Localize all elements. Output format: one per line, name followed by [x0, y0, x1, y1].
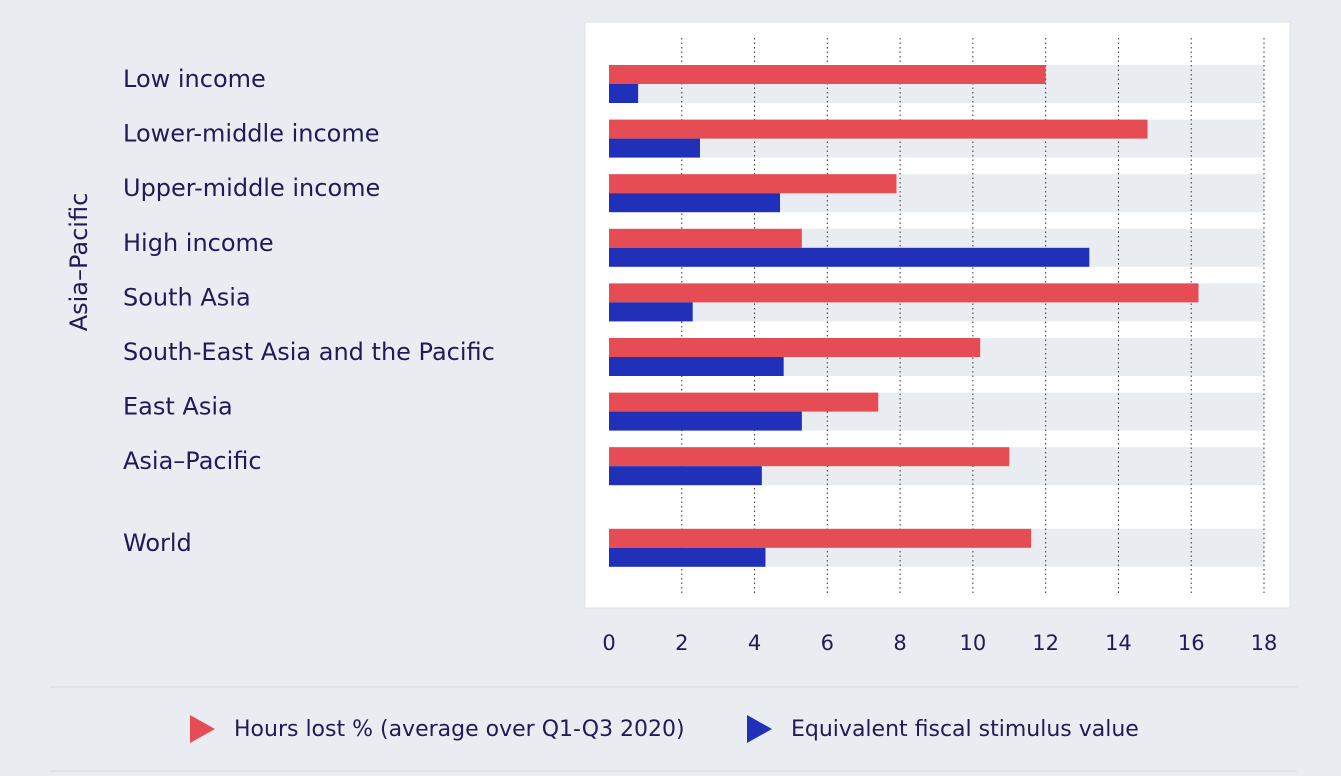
x-tick-label: 14 [1105, 631, 1132, 655]
bar [609, 193, 781, 213]
x-tick-label: 16 [1178, 631, 1205, 655]
group-label: Asia–Pacific [65, 193, 93, 332]
x-tick-label: 8 [893, 631, 906, 655]
legend-marker [747, 715, 772, 743]
bar [609, 84, 639, 103]
bar [609, 547, 766, 567]
bar [609, 466, 762, 486]
bar [609, 65, 1046, 84]
bar [609, 174, 897, 194]
category-label: High income [123, 229, 274, 257]
bar [609, 119, 1148, 139]
category-label: Low income [123, 65, 266, 93]
x-tick-label: 18 [1251, 631, 1278, 655]
category-label: Lower-middle income [123, 120, 380, 148]
x-tick-label: 4 [748, 631, 761, 655]
bar [609, 138, 700, 158]
legend-label: Hours lost % (average over Q1-Q3 2020) [234, 717, 685, 742]
bar [609, 283, 1199, 303]
bar [609, 247, 1090, 267]
bar [609, 302, 693, 322]
bar [609, 338, 981, 357]
bar [609, 447, 1010, 467]
legend-label: Equivalent fiscal stimulus value [791, 717, 1139, 742]
category-label: World [123, 529, 192, 557]
bar [609, 411, 802, 431]
legend-marker [190, 715, 215, 743]
x-tick-label: 2 [675, 631, 688, 655]
category-label: Asia–Pacific [123, 447, 262, 475]
category-label: East Asia [123, 393, 233, 421]
x-tick-label: 12 [1032, 631, 1059, 655]
x-tick-label: 6 [821, 631, 834, 655]
bar [609, 357, 784, 376]
bar [609, 228, 802, 248]
category-label: Upper-middle income [123, 174, 380, 202]
bar [609, 528, 1032, 548]
category-label: South Asia [123, 283, 251, 311]
bar [609, 392, 879, 412]
x-tick-label: 10 [960, 631, 987, 655]
x-tick-label: 0 [602, 631, 615, 655]
category-label: South-East Asia and the Pacific [123, 338, 495, 366]
